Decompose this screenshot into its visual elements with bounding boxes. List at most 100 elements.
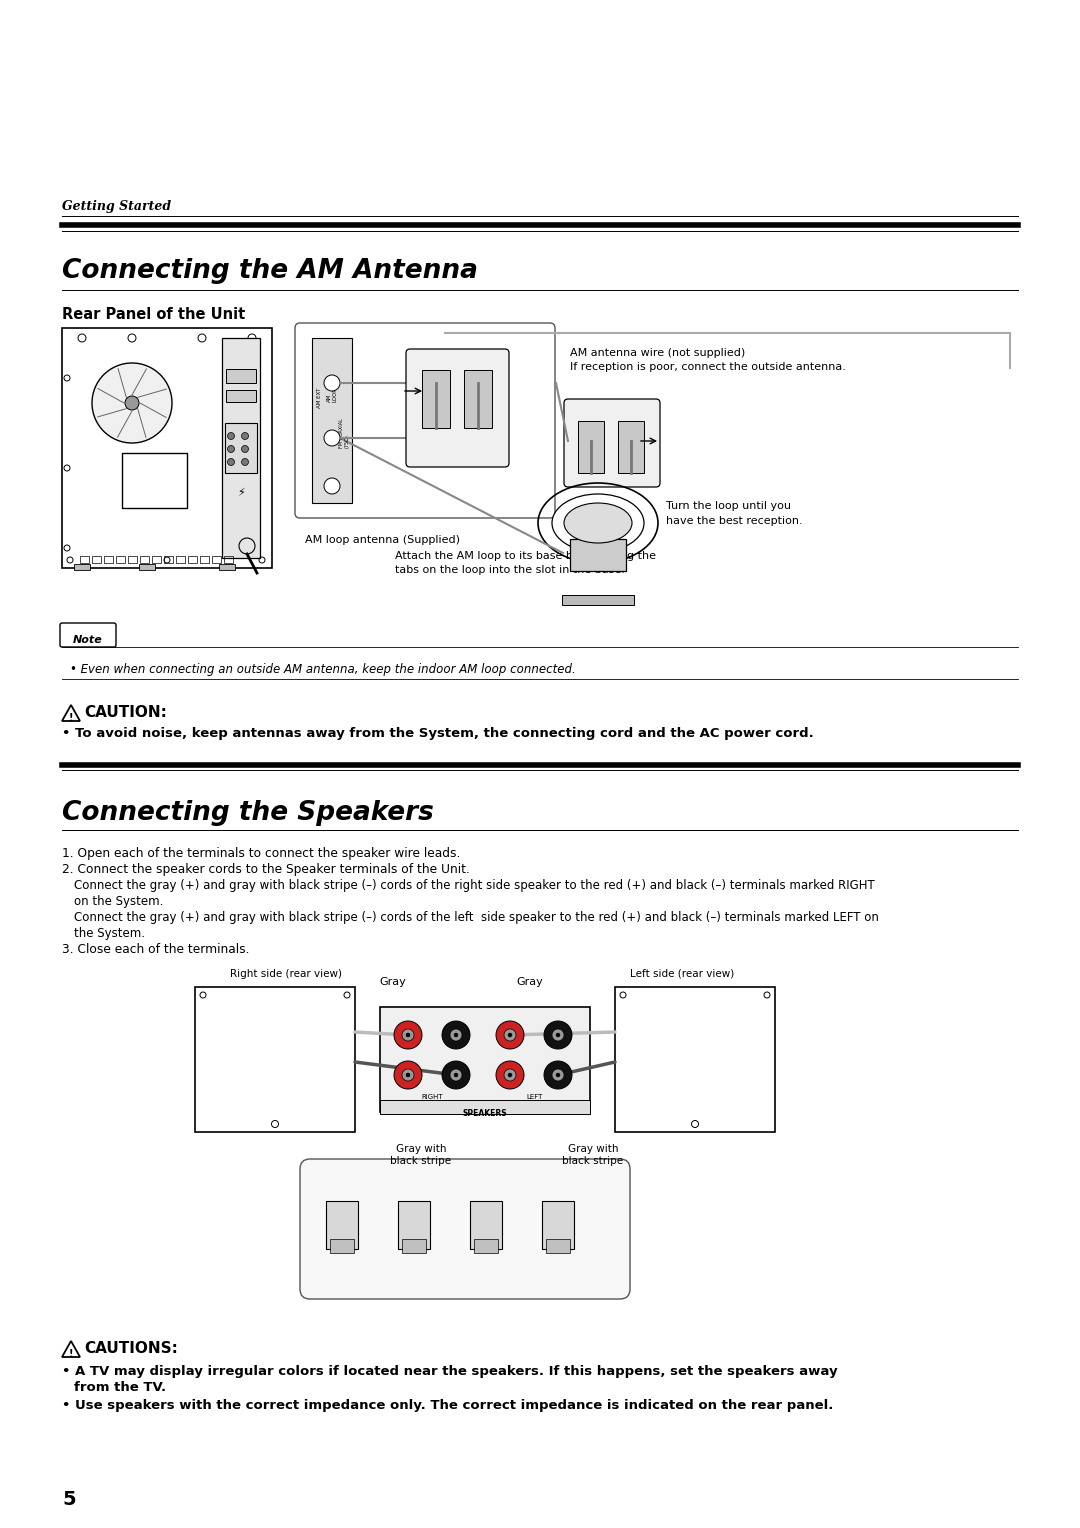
Text: Getting Started: Getting Started (62, 200, 171, 212)
Text: Left side (rear view): Left side (rear view) (630, 969, 734, 979)
Bar (225, 423, 257, 474)
FancyBboxPatch shape (295, 322, 555, 518)
Circle shape (324, 374, 340, 391)
Text: If reception is poor, connect the outside antenna.: If reception is poor, connect the outsid… (570, 362, 846, 371)
Circle shape (450, 1070, 462, 1080)
Circle shape (324, 478, 340, 494)
Ellipse shape (564, 503, 632, 542)
Text: • Even when connecting an outside AM antenna, keep the indoor AM loop connected.: • Even when connecting an outside AM ant… (70, 663, 576, 675)
Circle shape (496, 1021, 524, 1050)
Bar (219, 564, 235, 570)
Bar (464, 370, 492, 428)
Text: on the System.: on the System. (75, 895, 163, 908)
Text: the System.: the System. (75, 927, 145, 940)
Text: Gray: Gray (380, 976, 406, 987)
Circle shape (556, 1073, 561, 1077)
Circle shape (504, 1070, 516, 1080)
Circle shape (228, 446, 234, 452)
Text: Attach the AM loop to its base by snapping the: Attach the AM loop to its base by snappi… (395, 552, 656, 561)
Circle shape (496, 1060, 524, 1089)
Text: • Use speakers with the correct impedance only. The correct impedance is indicat: • Use speakers with the correct impedanc… (62, 1400, 834, 1412)
Bar (139, 564, 156, 570)
Bar (140, 556, 149, 562)
Circle shape (228, 458, 234, 466)
Circle shape (454, 1033, 458, 1038)
Bar (618, 422, 644, 474)
Text: Connect the gray (+) and gray with black stripe (–) cords of the left  side spea: Connect the gray (+) and gray with black… (75, 911, 879, 924)
Circle shape (92, 364, 172, 443)
Circle shape (242, 432, 248, 440)
Circle shape (450, 1028, 462, 1041)
Text: tabs on the loop into the slot in the base.: tabs on the loop into the slot in the ba… (395, 565, 625, 575)
Bar (164, 556, 173, 562)
Text: ⚡: ⚡ (238, 487, 245, 498)
Text: !: ! (69, 714, 73, 723)
Bar (152, 556, 161, 562)
Text: !: ! (69, 1349, 73, 1358)
Circle shape (406, 1033, 410, 1038)
Text: 5: 5 (62, 1490, 76, 1510)
Bar (200, 556, 210, 562)
Circle shape (125, 396, 139, 410)
Circle shape (442, 1021, 470, 1050)
Circle shape (394, 1021, 422, 1050)
FancyBboxPatch shape (300, 1160, 630, 1299)
Text: CAUTIONS:: CAUTIONS: (84, 1342, 178, 1355)
Bar (62, 329, 272, 568)
Circle shape (242, 446, 248, 452)
Circle shape (556, 1033, 561, 1038)
Text: AM
LOOP: AM LOOP (327, 388, 338, 402)
Text: SPEAKERS: SPEAKERS (462, 1109, 508, 1118)
Text: AM antenna wire (not supplied): AM antenna wire (not supplied) (570, 348, 745, 358)
Bar (226, 368, 256, 384)
Text: Connecting the AM Antenna: Connecting the AM Antenna (62, 258, 477, 284)
Circle shape (242, 458, 248, 466)
Bar (562, 594, 634, 605)
Ellipse shape (552, 494, 644, 552)
Bar (470, 1201, 502, 1248)
Circle shape (552, 1028, 564, 1041)
Circle shape (402, 1070, 414, 1080)
Circle shape (442, 1060, 470, 1089)
Circle shape (394, 1060, 422, 1089)
Text: RIGHT: RIGHT (421, 1094, 443, 1100)
Bar (546, 1239, 570, 1253)
Bar (104, 556, 113, 562)
Text: AM loop antenna (Supplied): AM loop antenna (Supplied) (305, 535, 460, 545)
Bar (129, 556, 137, 562)
Text: Right side (rear view): Right side (rear view) (230, 969, 342, 979)
Circle shape (406, 1073, 410, 1077)
Text: • A TV may display irregular colors if located near the speakers. If this happen: • A TV may display irregular colors if l… (62, 1365, 838, 1378)
Text: Connect the gray (+) and gray with black stripe (–) cords of the right side spea: Connect the gray (+) and gray with black… (75, 879, 875, 892)
Text: FM COAXIAL
(75Ω): FM COAXIAL (75Ω) (339, 419, 350, 448)
Bar (176, 556, 185, 562)
Text: Rear Panel of the Unit: Rear Panel of the Unit (62, 307, 245, 322)
Bar (122, 452, 187, 507)
Bar (212, 556, 221, 562)
Bar (80, 556, 89, 562)
Text: Gray: Gray (516, 976, 543, 987)
Bar (75, 564, 90, 570)
Circle shape (228, 432, 234, 440)
Circle shape (552, 1070, 564, 1080)
Text: LEFT: LEFT (527, 1094, 543, 1100)
Bar (330, 1239, 354, 1253)
Circle shape (544, 1021, 572, 1050)
Circle shape (454, 1073, 458, 1077)
Circle shape (544, 1060, 572, 1089)
Text: CAUTION:: CAUTION: (84, 704, 167, 720)
Circle shape (508, 1033, 512, 1038)
Text: AM EXT: AM EXT (318, 388, 322, 408)
Text: from the TV.: from the TV. (75, 1381, 166, 1394)
Circle shape (508, 1073, 512, 1077)
Text: 3. Close each of the terminals.: 3. Close each of the terminals. (62, 943, 249, 957)
Bar (542, 1201, 573, 1248)
Bar (92, 556, 102, 562)
Circle shape (402, 1028, 414, 1041)
Bar (474, 1239, 498, 1253)
FancyBboxPatch shape (406, 348, 509, 468)
Text: Gray with
black stripe: Gray with black stripe (563, 1144, 623, 1166)
Bar (380, 1100, 590, 1114)
Bar (615, 987, 775, 1132)
Bar (312, 338, 352, 503)
